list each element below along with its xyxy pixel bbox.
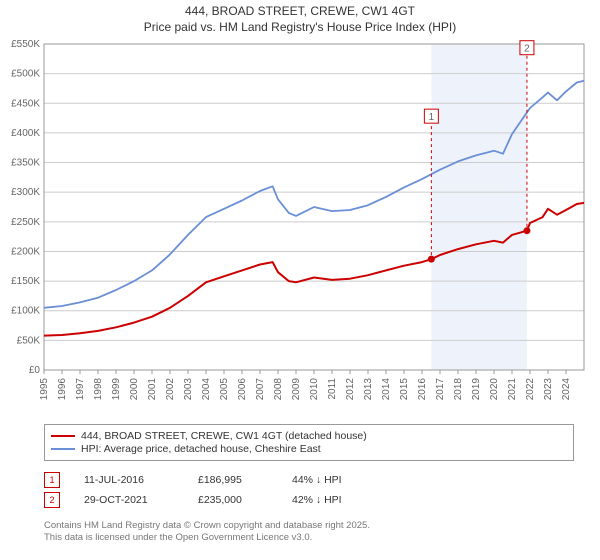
svg-text:2006: 2006 bbox=[237, 378, 248, 401]
svg-text:1997: 1997 bbox=[75, 378, 86, 401]
svg-text:2020: 2020 bbox=[489, 378, 500, 401]
svg-text:£100K: £100K bbox=[11, 306, 40, 317]
svg-text:1999: 1999 bbox=[111, 378, 122, 401]
svg-text:2018: 2018 bbox=[453, 378, 464, 401]
footer: Contains HM Land Registry data © Crown c… bbox=[44, 520, 370, 544]
svg-text:2021: 2021 bbox=[507, 378, 518, 401]
svg-text:1998: 1998 bbox=[93, 378, 104, 401]
marker-pct: 44% ↓ HPI bbox=[292, 474, 382, 486]
marker-table: 1 11-JUL-2016 £186,995 44% ↓ HPI 2 29-OC… bbox=[44, 468, 574, 512]
svg-text:1996: 1996 bbox=[57, 378, 68, 401]
svg-text:2023: 2023 bbox=[543, 378, 554, 401]
marker-row: 1 11-JUL-2016 £186,995 44% ↓ HPI bbox=[44, 472, 574, 488]
marker-badge: 2 bbox=[44, 492, 60, 508]
svg-text:2002: 2002 bbox=[165, 378, 176, 401]
svg-text:1995: 1995 bbox=[39, 378, 50, 401]
svg-text:2017: 2017 bbox=[435, 378, 446, 401]
svg-text:2001: 2001 bbox=[147, 378, 158, 401]
legend-swatch bbox=[51, 448, 75, 450]
svg-text:£450K: £450K bbox=[11, 98, 40, 109]
svg-text:2010: 2010 bbox=[309, 378, 320, 401]
marker-date: 11-JUL-2016 bbox=[84, 474, 174, 486]
svg-text:£200K: £200K bbox=[11, 246, 40, 257]
svg-text:2004: 2004 bbox=[201, 378, 212, 401]
legend-item: 444, BROAD STREET, CREWE, CW1 4GT (detac… bbox=[51, 430, 567, 442]
svg-text:£400K: £400K bbox=[11, 128, 40, 139]
title-block: 444, BROAD STREET, CREWE, CW1 4GT Price … bbox=[0, 0, 600, 35]
svg-text:2015: 2015 bbox=[399, 378, 410, 401]
svg-text:2013: 2013 bbox=[363, 378, 374, 401]
svg-text:2: 2 bbox=[524, 44, 530, 55]
svg-text:2000: 2000 bbox=[129, 378, 140, 401]
svg-text:2007: 2007 bbox=[255, 378, 266, 401]
svg-text:£300K: £300K bbox=[11, 187, 40, 198]
svg-text:£500K: £500K bbox=[11, 69, 40, 80]
title-subtitle: Price paid vs. HM Land Registry's House … bbox=[0, 20, 600, 36]
svg-text:£150K: £150K bbox=[11, 276, 40, 287]
svg-text:2022: 2022 bbox=[525, 378, 536, 401]
title-address: 444, BROAD STREET, CREWE, CW1 4GT bbox=[0, 4, 600, 20]
svg-text:2008: 2008 bbox=[273, 378, 284, 401]
svg-text:2005: 2005 bbox=[219, 378, 230, 401]
marker-price: £186,995 bbox=[198, 474, 268, 486]
footer-line: This data is licensed under the Open Gov… bbox=[44, 532, 370, 544]
marker-row: 2 29-OCT-2021 £235,000 42% ↓ HPI bbox=[44, 492, 574, 508]
svg-text:£0: £0 bbox=[29, 365, 41, 376]
svg-text:2016: 2016 bbox=[417, 378, 428, 401]
legend-swatch bbox=[51, 435, 75, 437]
svg-text:1: 1 bbox=[429, 112, 435, 123]
legend: 444, BROAD STREET, CREWE, CW1 4GT (detac… bbox=[44, 424, 574, 461]
marker-date: 29-OCT-2021 bbox=[84, 494, 174, 506]
marker-pct: 42% ↓ HPI bbox=[292, 494, 382, 506]
svg-text:£50K: £50K bbox=[17, 335, 41, 346]
svg-text:2019: 2019 bbox=[471, 378, 482, 401]
svg-text:£550K: £550K bbox=[11, 39, 40, 50]
svg-text:2011: 2011 bbox=[327, 378, 338, 400]
legend-label: HPI: Average price, detached house, Ches… bbox=[81, 443, 321, 455]
svg-text:2014: 2014 bbox=[381, 378, 392, 401]
marker-badge: 1 bbox=[44, 472, 60, 488]
chart-container: 444, BROAD STREET, CREWE, CW1 4GT Price … bbox=[0, 0, 600, 560]
footer-line: Contains HM Land Registry data © Crown c… bbox=[44, 520, 370, 532]
chart: £0 £50K £100K £150K £200K £250K £300K £350K £400… bbox=[0, 38, 600, 418]
svg-text:2009: 2009 bbox=[291, 378, 302, 401]
svg-text:£350K: £350K bbox=[11, 158, 40, 169]
legend-label: 444, BROAD STREET, CREWE, CW1 4GT (detac… bbox=[81, 430, 367, 442]
svg-text:2003: 2003 bbox=[183, 378, 194, 401]
svg-text:2024: 2024 bbox=[561, 378, 572, 401]
svg-text:£250K: £250K bbox=[11, 217, 40, 228]
legend-item: HPI: Average price, detached house, Ches… bbox=[51, 443, 567, 455]
svg-text:2012: 2012 bbox=[345, 378, 356, 401]
marker-price: £235,000 bbox=[198, 494, 268, 506]
